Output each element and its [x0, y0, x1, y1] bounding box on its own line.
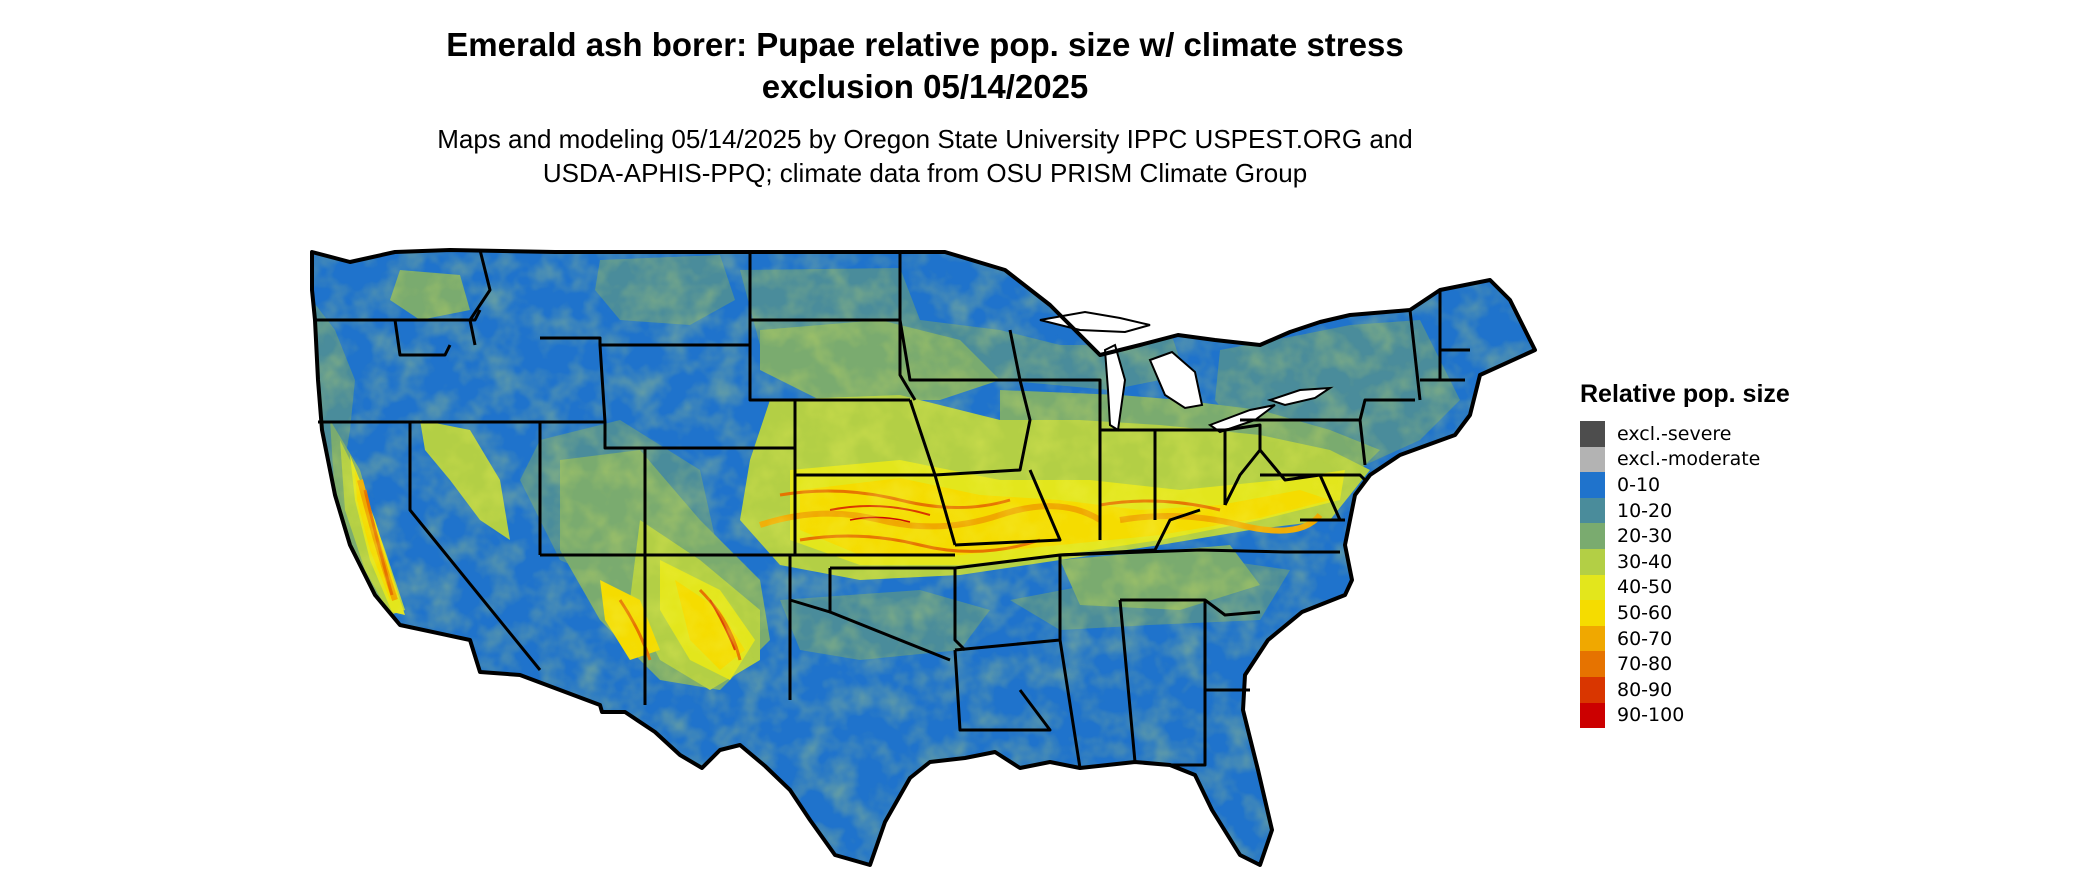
legend-label: 60-70	[1617, 627, 1673, 650]
legend-swatch	[1580, 625, 1605, 652]
legend-swatch	[1580, 472, 1605, 498]
us-map	[310, 248, 1537, 867]
legend-item: 20-30	[1580, 523, 1790, 549]
legend-label: excl.-severe	[1617, 422, 1732, 445]
legend-item: excl.-severe	[1580, 421, 1790, 447]
legend-swatch	[1580, 574, 1605, 601]
subtitle-line-1: Maps and modeling 05/14/2025 by Oregon S…	[437, 124, 1413, 154]
legend-swatch	[1580, 446, 1605, 473]
legend-swatch	[1580, 651, 1605, 677]
legend-label: 40-50	[1617, 576, 1673, 599]
state-boundaries	[310, 248, 1537, 867]
legend-label: 80-90	[1617, 678, 1673, 701]
legend-item: 80-90	[1580, 676, 1790, 703]
legend-swatch	[1580, 676, 1605, 703]
subtitle-line-2: USDA-APHIS-PPQ; climate data from OSU PR…	[542, 158, 1308, 188]
legend-swatch	[1580, 421, 1605, 447]
legend-swatch	[1580, 600, 1605, 626]
legend-item: 70-80	[1580, 651, 1790, 677]
legend-label: 30-40	[1617, 550, 1673, 573]
legend-label: 0-10	[1617, 473, 1661, 496]
legend-items: excl.-severe excl.-moderate 0-10 10-20 20-30…	[1580, 421, 1790, 729]
title-line-1: Emerald ash borer: Pupae relative pop. s…	[446, 26, 1404, 63]
legend-item: 60-70	[1580, 625, 1790, 652]
map-subtitle: Maps and modeling 05/14/2025 by Oregon S…	[0, 122, 1850, 190]
legend-label: 70-80	[1617, 653, 1673, 676]
legend-title: Relative pop. size	[1580, 380, 1790, 408]
legend-label: 90-100	[1617, 704, 1685, 727]
legend-item: 90-100	[1580, 702, 1790, 729]
legend-item: excl.-moderate	[1580, 446, 1790, 473]
legend-swatch	[1580, 548, 1605, 575]
legend-item: 0-10	[1580, 472, 1790, 498]
legend-swatch	[1580, 702, 1605, 729]
legend-swatch	[1580, 523, 1605, 549]
legend-item: 50-60	[1580, 600, 1790, 626]
legend: Relative pop. size excl.-severe excl.-mod…	[1580, 380, 1790, 729]
legend-swatch	[1580, 497, 1605, 524]
title-line-2: exclusion 05/14/2025	[761, 68, 1089, 105]
legend-item: 40-50	[1580, 574, 1790, 601]
map-title: Emerald ash borer: Pupae relative pop. s…	[0, 24, 1850, 108]
legend-label: 10-20	[1617, 499, 1673, 522]
legend-label: excl.-moderate	[1617, 448, 1761, 471]
us-outline	[310, 248, 1537, 867]
legend-item: 30-40	[1580, 548, 1790, 575]
legend-label: 20-30	[1617, 525, 1673, 548]
legend-item: 10-20	[1580, 497, 1790, 524]
legend-label: 50-60	[1617, 601, 1673, 624]
